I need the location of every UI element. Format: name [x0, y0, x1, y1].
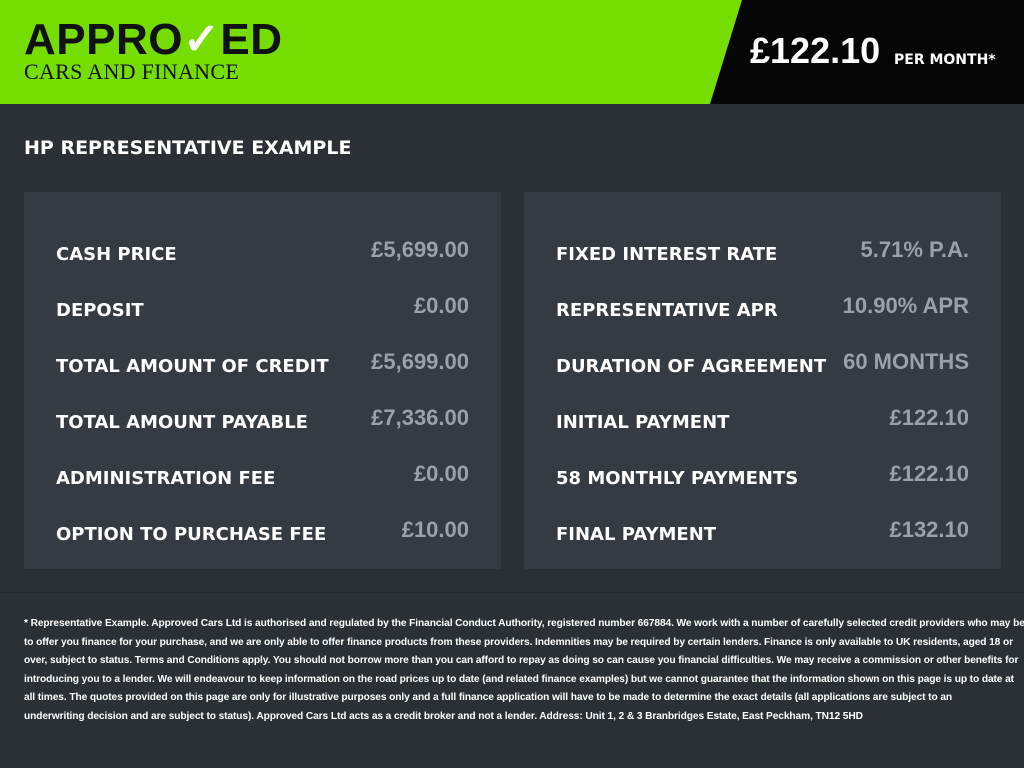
disclaimer-line: introducing you to a lender. We will end… — [24, 673, 1014, 685]
disclaimer-line: all times. The quotes provided on this p… — [24, 692, 953, 703]
row-value: £122.10 — [889, 405, 969, 430]
row-label: REPRESENTATIVE APR — [556, 299, 778, 321]
row-value: £0.00 — [413, 293, 469, 318]
finance-row: REPRESENTATIVE APR 10.90% APR — [556, 278, 969, 334]
row-value: 5.71% P.A. — [860, 237, 969, 262]
check-icon: ✓ — [182, 15, 221, 64]
row-label: DURATION OF AGREEMENT — [556, 355, 827, 377]
finance-row: ADMINISTRATION FEE £0.00 — [56, 446, 469, 502]
finance-row: INITIAL PAYMENT £122.10 — [556, 390, 969, 446]
finance-row: DURATION OF AGREEMENT 60 MONTHS — [556, 334, 969, 390]
page-title: HP REPRESENTATIVE EXAMPLE — [24, 137, 352, 159]
finance-row: OPTION TO PURCHASE FEE £10.00 — [56, 502, 469, 558]
row-value: 60 MONTHS — [843, 349, 969, 374]
row-label: CASH PRICE — [56, 243, 177, 265]
row-label: OPTION TO PURCHASE FEE — [56, 523, 327, 545]
finance-panel-left: CASH PRICE £5,699.00 DEPOSIT £0.00 TOTAL A… — [24, 192, 501, 569]
row-label: FINAL PAYMENT — [556, 523, 717, 545]
row-value: £5,699.00 — [371, 349, 469, 374]
row-value: £122.10 — [889, 461, 969, 486]
row-label: TOTAL AMOUNT PAYABLE — [56, 411, 308, 433]
finance-row: FINAL PAYMENT £132.10 — [556, 502, 969, 558]
finance-row: TOTAL AMOUNT PAYABLE £7,336.00 — [56, 390, 469, 446]
disclaimer-line: over, subject to status. Terms and Condi… — [24, 655, 1019, 666]
disclaimer-line: * Representative Example. Approved Cars … — [24, 618, 1024, 629]
disclaimer-line: underwriting decision and are subject to… — [24, 710, 863, 722]
logo-text: ED — [220, 15, 283, 64]
row-label: INITIAL PAYMENT — [556, 411, 730, 433]
finance-row: CASH PRICE £5,699.00 — [56, 222, 469, 278]
disclaimer-line: to offer you finance for your purchase, … — [24, 636, 1013, 648]
per-month-label: PER MONTH* — [894, 52, 996, 68]
logo-wordmark: APPRO✓ED — [24, 18, 282, 62]
row-label: 58 MONTHLY PAYMENTS — [556, 467, 799, 489]
row-label: FIXED INTEREST RATE — [556, 243, 778, 265]
monthly-price: £122.10 — [750, 30, 881, 71]
row-value: 10.90% APR — [842, 293, 969, 318]
logo[interactable]: APPRO✓ED CARS AND FINANCE — [24, 18, 282, 84]
header: APPRO✓ED CARS AND FINANCE £122.10 PER MO… — [0, 0, 1024, 104]
row-label: DEPOSIT — [56, 299, 144, 321]
row-value: £5,699.00 — [371, 237, 469, 262]
disclaimer: * Representative Example. Approved Cars … — [0, 592, 1024, 768]
finance-row: DEPOSIT £0.00 — [56, 278, 469, 334]
finance-row: TOTAL AMOUNT OF CREDIT £5,699.00 — [56, 334, 469, 390]
logo-text: APPRO — [24, 15, 183, 64]
row-value: £132.10 — [889, 517, 969, 542]
row-value: £0.00 — [413, 461, 469, 486]
finance-panel-right: FIXED INTEREST RATE 5.71% P.A. REPRESENTA… — [524, 192, 1001, 569]
row-label: ADMINISTRATION FEE — [56, 467, 276, 489]
finance-row: 58 MONTHLY PAYMENTS £122.10 — [556, 446, 969, 502]
row-label: TOTAL AMOUNT OF CREDIT — [56, 355, 329, 377]
logo-subtitle: CARS AND FINANCE — [24, 59, 240, 84]
row-value: £10.00 — [401, 517, 469, 542]
monthly-price-box: £122.10 PER MONTH* — [710, 0, 1024, 104]
finance-row: FIXED INTEREST RATE 5.71% P.A. — [556, 222, 969, 278]
row-value: £7,336.00 — [371, 405, 469, 430]
